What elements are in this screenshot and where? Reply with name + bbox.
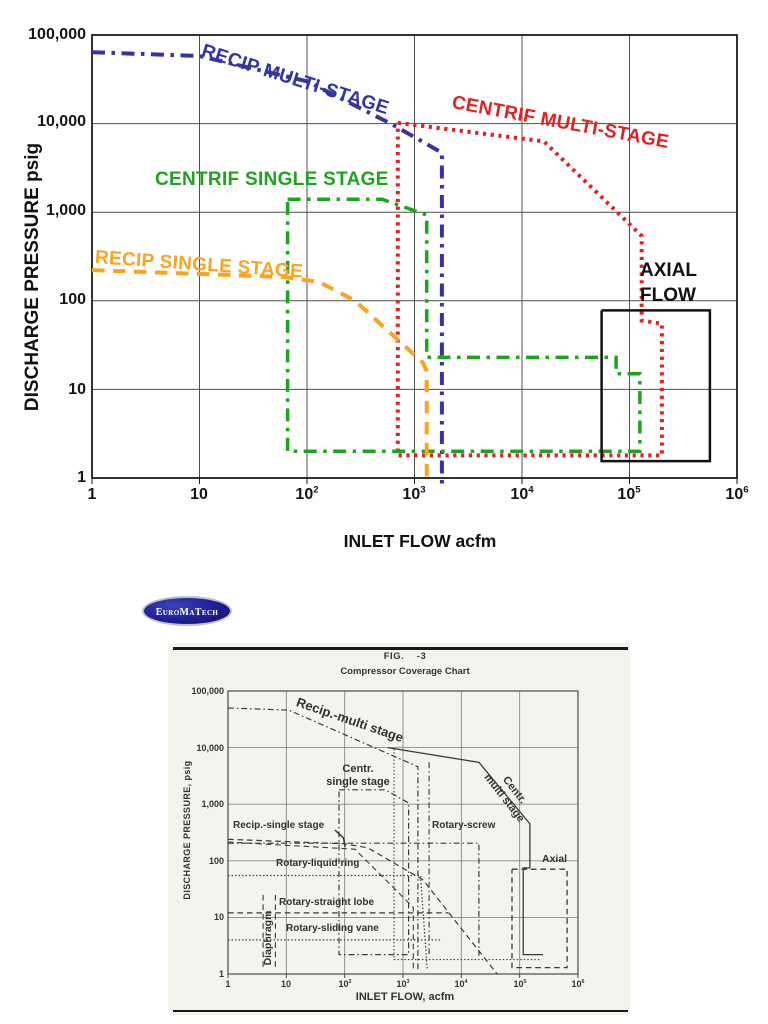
scan-label-axial: Axial <box>542 853 568 865</box>
y-tick: 1 <box>77 469 86 486</box>
y-tick: 100 <box>59 291 86 308</box>
scan-x-tick: 10 <box>280 979 291 989</box>
x-tick: 105 <box>617 484 641 503</box>
y-tick: 10,000 <box>37 113 86 130</box>
y-tick: 10 <box>68 381 86 398</box>
axial-flow-line2: FLOW <box>640 285 696 306</box>
y-tick: 1,000 <box>45 202 86 219</box>
x-tick: 103 <box>402 484 426 503</box>
scan-label-rotary-straight-lobe: Rotary-straight lobe <box>279 897 375 908</box>
scan-x-tick: 104 <box>454 979 468 989</box>
y-tick: 100,000 <box>28 26 86 43</box>
label-centrif-multi-stage: CENTRIF MULTI-STAGE <box>450 92 671 153</box>
scan-top-edge <box>173 647 628 650</box>
scan-bottom-edge <box>173 1010 628 1012</box>
scan-y-axis-title: DISCHARGE PRESSURE, psig <box>182 760 192 900</box>
euromatech-logo-text: EuroMaTech <box>155 607 219 618</box>
scan-x-tick: 103 <box>396 979 410 989</box>
scan-fig-number: FIG. -3 <box>383 651 427 662</box>
x-tick: 102 <box>295 484 319 503</box>
scan-label-recip-single-stage: Recip.-single stage <box>233 820 325 831</box>
label-recip-multi-stage: RECIP MULTI-STAGE <box>198 40 392 120</box>
axial-flow-line1: AXIAL <box>640 260 697 281</box>
scan-label-rotary-screw: Rotary-screw <box>432 820 496 831</box>
x-tick: 106 <box>725 484 749 503</box>
x-tick: 10 <box>190 486 208 503</box>
scan-label-rotary-liquid-ring: Rotary-liquid ring <box>276 858 360 869</box>
scan-x-tick: 1 <box>225 979 231 989</box>
scan-label-diaphragm: Diaphragm <box>262 910 274 966</box>
scan-x-tick: 105 <box>513 979 527 989</box>
scan-x-axis-title: INLET FLOW, acfm <box>355 991 455 1003</box>
top-y-axis-title: DISCHARGE PRESSURE psig <box>22 142 43 412</box>
scan-x-tick: 106 <box>571 979 585 989</box>
scan-y-tick: 10 <box>213 912 224 922</box>
euromatech-logo: EuroMaTech <box>142 596 232 626</box>
label-centrif-single-stage: CENTRIF SINGLE STAGE <box>155 169 389 190</box>
scan-y-tick: 100 <box>208 856 224 866</box>
scan-label-rotary-sliding-vane: Rotary-sliding vane <box>286 923 379 934</box>
scan-y-tick: 10,000 <box>196 743 224 753</box>
scan-x-tick: 102 <box>338 979 352 989</box>
label-axial-flow: AXIAL FLOW <box>640 258 697 308</box>
scan-y-tick: 1 <box>218 969 224 979</box>
scan-chart-title: Compressor Coverage Chart <box>340 666 470 677</box>
scan-y-tick: 100,000 <box>191 686 224 696</box>
scan-y-tick: 1,000 <box>201 799 224 809</box>
top-x-axis-title: INLET FLOW acfm <box>343 531 497 551</box>
scan-label-centr-single-stage: Centr. single stage <box>326 763 390 788</box>
x-tick: 104 <box>510 484 534 503</box>
label-recip-single-stage: RECIP SINGLE STAGE <box>94 247 304 283</box>
x-tick: 1 <box>87 486 97 503</box>
